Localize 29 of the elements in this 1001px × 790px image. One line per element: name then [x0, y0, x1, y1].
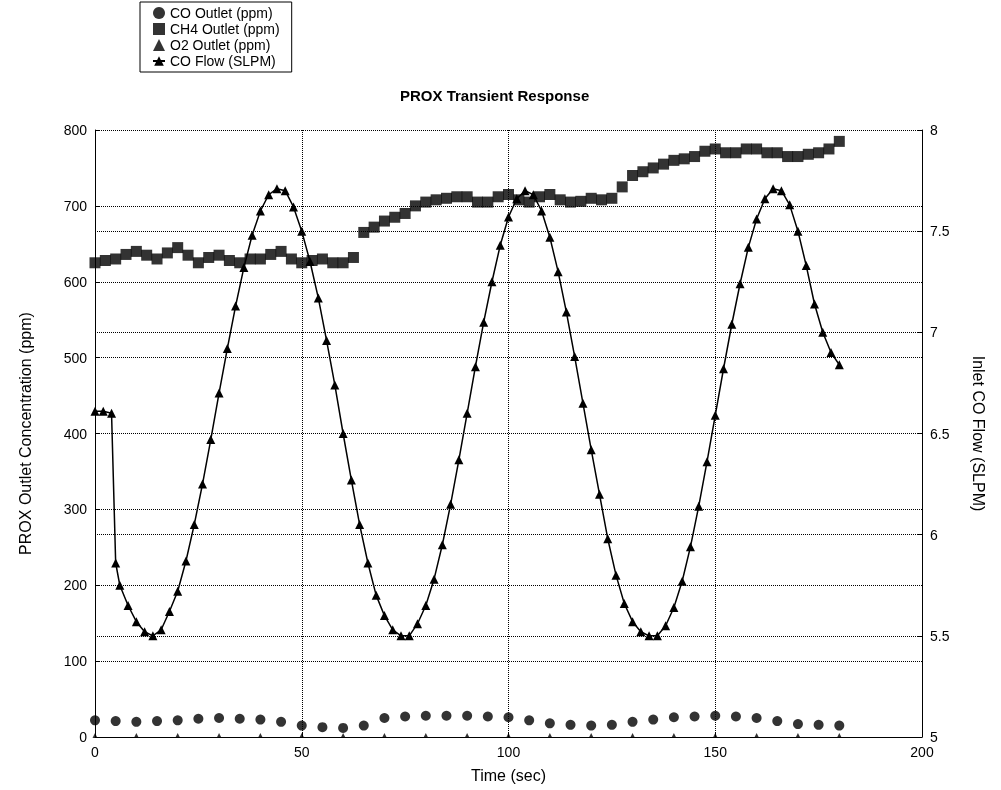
y-axis-title: PROX Outlet Concentration (ppm) — [16, 312, 34, 555]
legend-label: CO Outlet (ppm) — [170, 5, 273, 21]
y-tick-label: 400 — [63, 425, 88, 442]
legend-label: O2 Outlet (ppm) — [170, 37, 271, 53]
x-tick-label: 50 — [293, 744, 310, 760]
chart-title: PROX Transient Response — [400, 87, 590, 104]
y-tick-label: 600 — [63, 273, 88, 290]
y2-tick-label: 6.5 — [930, 425, 950, 442]
y-tick-label: 800 — [63, 122, 88, 138]
x-tick-label: 100 — [496, 744, 521, 760]
y2-tick-label: 8 — [930, 122, 938, 138]
x-tick-label: 150 — [703, 744, 728, 760]
y-tick-label: 500 — [63, 349, 88, 366]
y2-tick-label: 7.5 — [930, 223, 950, 240]
y2-tick-label: 6 — [930, 526, 938, 543]
x-tick-label: 0 — [91, 744, 100, 760]
y-tick-label: 300 — [63, 501, 88, 518]
y-tick-label: 200 — [63, 577, 88, 594]
y-tick-label: 100 — [63, 653, 88, 670]
y2-tick-label: 5 — [930, 729, 938, 745]
y2-tick-label: 7 — [930, 324, 938, 341]
legend-label: CH4 Outlet (ppm) — [170, 21, 280, 37]
x-axis-title: Time (sec) — [471, 766, 546, 784]
y2-axis-title: Inlet CO Flow (SLPM) — [969, 355, 987, 512]
y2-tick-label: 5.5 — [930, 627, 950, 644]
y-tick-label: 700 — [63, 197, 88, 214]
legend-label: CO Flow (SLPM) — [170, 53, 276, 69]
x-tick-label: 200 — [910, 744, 934, 760]
y-tick-label: 0 — [79, 729, 88, 745]
